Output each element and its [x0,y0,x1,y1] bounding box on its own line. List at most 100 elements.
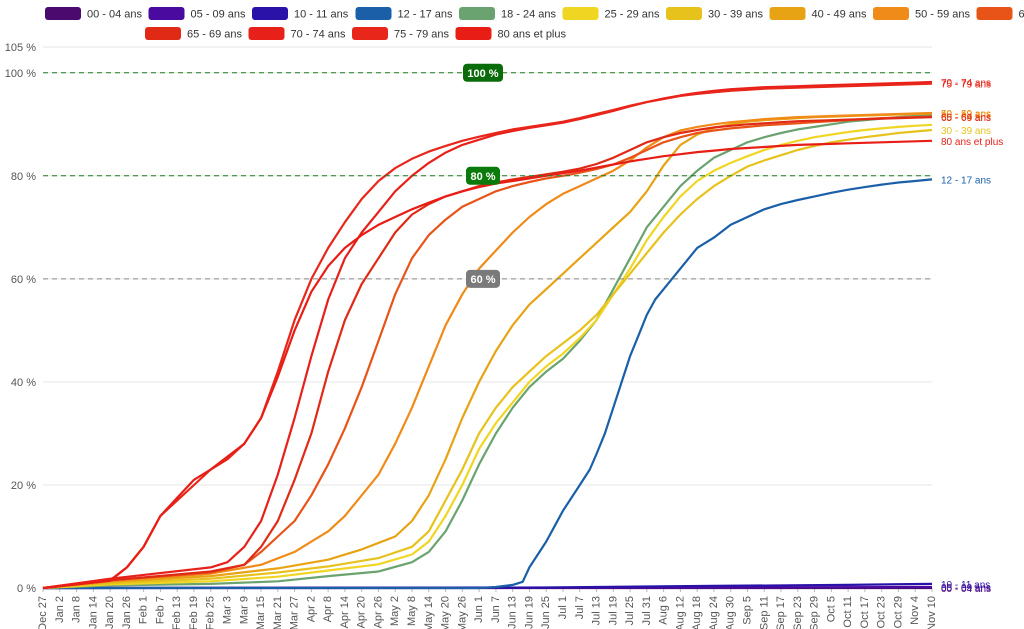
x-tick-label: Jun 13 [507,596,519,629]
x-tick-label: Oct 23 [876,596,888,628]
series-end-label: 10 - 11 ans [941,580,990,591]
series-end-label: 50 - 59 ans [941,109,991,120]
x-tick-label: Nov 4 [909,596,921,625]
x-tick-label: Sep 23 [792,596,804,629]
reference-label: 80 % [470,171,495,183]
x-tick-label: Jul 13 [591,596,603,625]
legend-label: 70 - 74 ans [291,29,347,41]
x-tick-label: Feb 25 [205,596,217,629]
x-tick-label: Mar 9 [238,596,250,624]
x-tick-label: Jul 31 [641,596,653,625]
x-tick-label: Jul 19 [607,596,619,625]
legend-label: 40 - 49 ans [812,9,868,21]
legend-item[interactable]: 65 - 69 ans [145,27,243,41]
legend-item[interactable]: 25 - 29 ans [562,7,661,21]
x-tick-label: Nov 10 [926,596,938,629]
legend-label: 75 - 79 ans [394,29,450,41]
legend-item[interactable]: 18 - 24 ans [459,7,557,21]
x-tick-label: Feb 1 [138,596,150,624]
legend-item[interactable]: 00 - 04 ans [45,7,143,21]
x-tick-label: Sep 17 [775,596,787,629]
x-tick-label: Mar 27 [289,596,301,629]
reference-badge [466,166,500,185]
x-tick-label: Oct 5 [825,596,837,622]
x-tick-label: May 14 [423,596,435,629]
legend-item[interactable]: 60 - 64 ans [976,7,1024,21]
x-tick-label: May 2 [389,596,401,626]
x-axis: Dec 27 Jan 2 Jan 8 Jan 14 Jan 20 Jan 26 Feb 1 F… [37,588,938,629]
legend-label: 05 - 09 ans [191,9,247,21]
legend-swatch [352,27,388,40]
x-tick-label: Jun 7 [490,596,502,623]
series-end-label: 75 - 79 ans [941,80,991,91]
x-tick-label: Aug 12 [674,596,686,629]
series-line [42,139,933,590]
series-line [42,115,933,590]
series-end-label: 80 ans et plus [941,137,1003,148]
series-end-label: 12 - 17 ans [941,175,991,186]
x-tick-label: Jan 8 [71,596,83,623]
y-axis: 0 % 20 % 40 % 60 % 80 % 100 % 105 % [5,42,36,595]
legend-swatch [873,7,909,20]
x-tick-label: Feb 19 [188,596,200,629]
legend-label: 10 - 11 ans [294,9,349,21]
x-tick-label: Mar 3 [222,596,234,624]
legend-item[interactable]: 05 - 09 ans [148,7,247,21]
x-tick-label: Apr 8 [322,596,334,622]
series-end-label: 70 - 74 ans [941,78,991,89]
legend-item[interactable]: 70 - 74 ans [248,27,347,41]
y-tick-label: 105 % [5,42,36,54]
legend-label: 18 - 24 ans [501,9,557,21]
legend-swatch [248,27,285,40]
x-tick-label: Jan 2 [54,596,66,623]
y-tick-label: 80 % [11,171,36,183]
legend-item[interactable]: 50 - 59 ans [873,7,971,21]
legend-swatch [666,7,702,20]
legend-item[interactable]: 75 - 79 ans [352,27,450,41]
legend-label: 50 - 59 ans [915,9,971,21]
legend-swatch [976,7,1013,20]
y-tick-label: 40 % [11,377,36,389]
series-line [42,114,933,590]
legend-item[interactable]: 80 ans et plus [455,27,567,41]
x-tick-label: Jul 25 [624,596,636,625]
x-tick-label: Jun 25 [540,596,552,629]
legend-swatch [45,7,81,20]
reference-badge [463,63,503,82]
series-end-label: 65 - 69 ans [941,113,991,124]
legend-label: 80 ans et plus [498,29,567,41]
grid [43,46,932,589]
x-tick-label: Dec 27 [37,596,49,629]
legend-item[interactable]: 12 - 17 ans [355,7,454,21]
x-tick-label: Apr 26 [372,596,384,628]
legend-swatch [455,27,492,40]
x-tick-label: Oct 29 [892,596,904,628]
x-tick-label: Aug 18 [691,596,703,629]
legend-item[interactable]: 30 - 39 ans [666,7,764,21]
x-tick-label: Aug 30 [725,596,737,629]
x-tick-label: Jun 19 [523,596,535,629]
series-end-label: 05 - 09 ans [941,583,991,594]
x-tick-label: May 8 [406,596,418,626]
x-tick-label: Feb 7 [154,596,166,624]
series-end-label: 30 - 39 ans [941,126,991,137]
legend-swatch [355,7,392,20]
x-tick-label: Jul 7 [574,596,586,619]
series-lines [42,80,933,590]
x-tick-label: Oct 17 [859,596,871,628]
series-line [42,123,933,590]
legend-label: 12 - 17 ans [398,9,454,21]
legend-swatch [562,7,599,20]
legend-item[interactable]: 40 - 49 ans [769,7,868,21]
x-tick-label: May 20 [440,596,452,629]
legend[interactable]: 00 - 04 ans 05 - 09 ans 10 - 11 ans 12 - 17… [45,7,1024,41]
series-line [42,111,933,590]
x-tick-label: Oct 11 [842,596,854,628]
x-tick-label: Feb 13 [171,596,183,629]
legend-label: 30 - 39 ans [708,9,764,21]
x-tick-label: Jun 1 [473,596,485,623]
legend-label: 25 - 29 ans [605,9,661,21]
legend-item[interactable]: 10 - 11 ans [252,7,349,21]
reference-label: 60 % [470,274,495,286]
